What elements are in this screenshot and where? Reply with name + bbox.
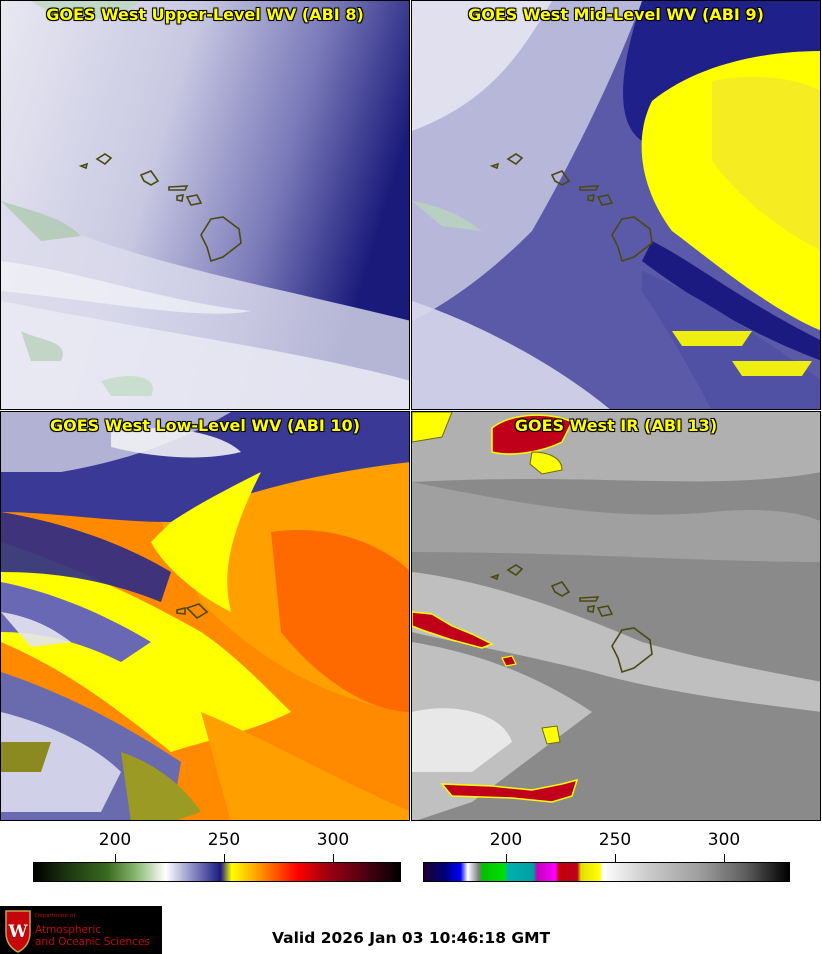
low-wv-image	[1, 412, 409, 820]
colorbar-wv-gradient	[33, 862, 401, 882]
colorbar-tick-label: 250	[207, 830, 241, 850]
valid-timestamp: Valid 2026 Jan 03 10:46:18 GMT	[272, 929, 551, 947]
panel-upper-level-wv: GOES West Upper-Level WV (ABI 8)	[0, 0, 410, 410]
logo-department: Department of	[35, 913, 76, 919]
colorbar-ir: 200 250 300	[411, 822, 822, 892]
colorbar-tick-label: 300	[707, 830, 741, 850]
uw-crest-icon: W	[5, 910, 31, 953]
logo-line1: Atmospheric	[35, 924, 102, 936]
colorbar-wv: 200 250 300	[0, 822, 411, 892]
colorbar-tick-label: 250	[598, 830, 632, 850]
panel-ir: GOES West IR (ABI 13)	[411, 411, 821, 821]
panel-title: GOES West Mid-Level WV (ABI 9)	[468, 5, 764, 24]
upper-wv-image	[1, 1, 409, 409]
aos-logo: W Department of Atmospheric and Oceanic …	[0, 906, 162, 954]
panel-title: GOES West Upper-Level WV (ABI 8)	[46, 5, 364, 24]
panel-mid-level-wv: GOES West Mid-Level WV (ABI 9)	[411, 0, 821, 410]
panel-low-level-wv: GOES West Low-Level WV (ABI 10)	[0, 411, 410, 821]
colorbar-tick-label: 300	[316, 830, 350, 850]
panel-title: GOES West Low-Level WV (ABI 10)	[49, 416, 360, 435]
satellite-image-grid: GOES West Upper-Level WV (ABI 8)	[0, 0, 821, 821]
panel-title: GOES West IR (ABI 13)	[514, 416, 718, 435]
ir-image	[412, 412, 820, 820]
colorbar-tick-label: 200	[489, 830, 523, 850]
crest-letter: W	[7, 922, 28, 942]
mid-wv-image	[412, 1, 820, 409]
colorbar-ir-gradient	[423, 862, 790, 882]
logo-line2: and Oceanic Sciences	[35, 936, 150, 948]
colorbar-tick-label: 200	[98, 830, 132, 850]
